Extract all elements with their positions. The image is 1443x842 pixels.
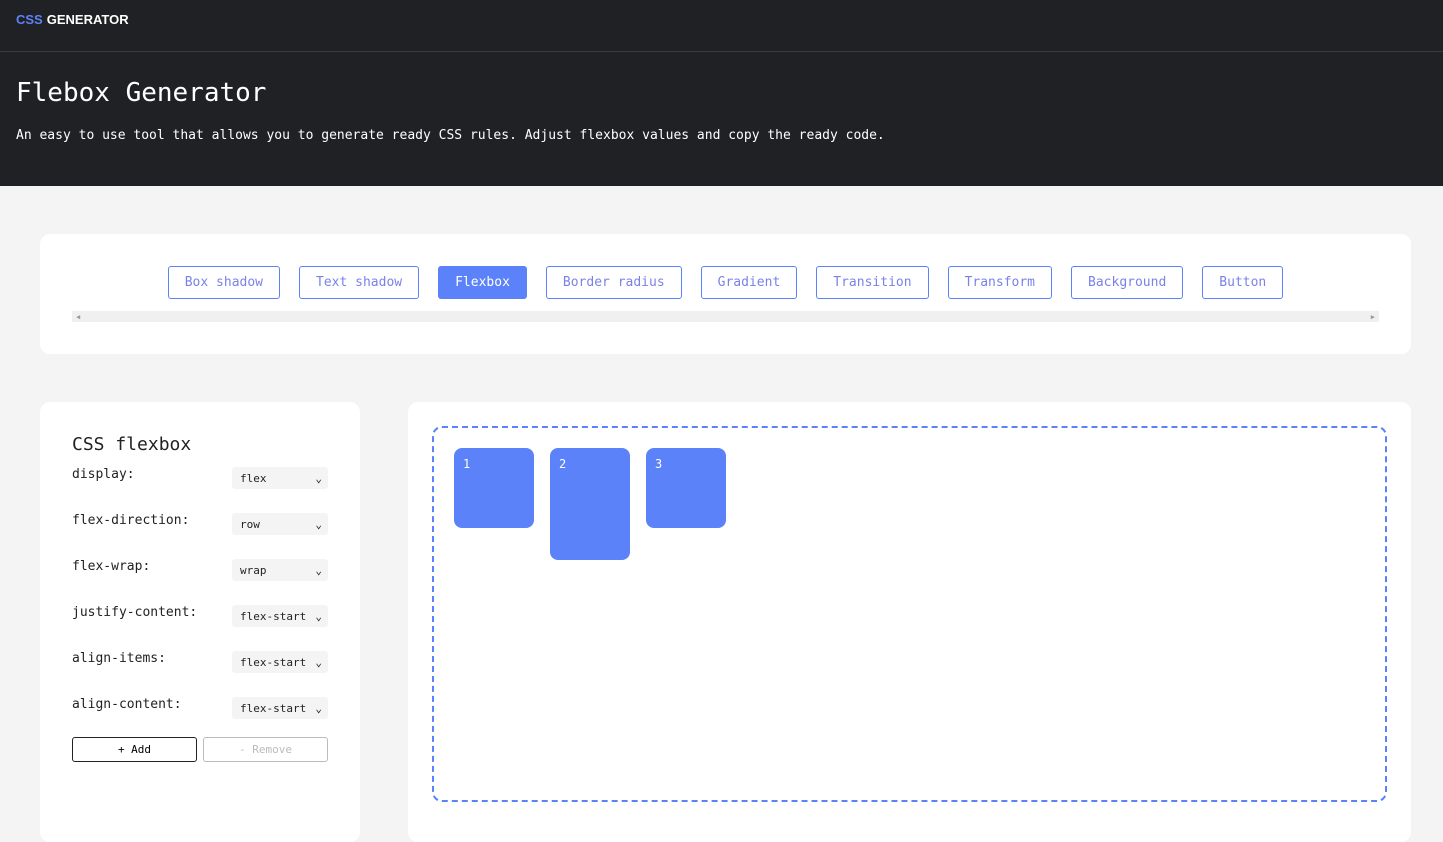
hero: Flebox Generator An easy to use tool tha…	[0, 52, 1443, 186]
brand-accent[interactable]: CSS	[16, 12, 43, 27]
tab-button[interactable]: Button	[1202, 266, 1284, 299]
preview-panel: 1 2 3	[408, 402, 1411, 842]
page-subtitle: An easy to use tool that allows you to g…	[16, 128, 885, 143]
tab-gradient[interactable]: Gradient	[700, 266, 798, 299]
brand-name[interactable]: GENERATOR	[46, 12, 129, 27]
tab-box-shadow[interactable]: Box shadow	[167, 266, 281, 299]
tab-transition[interactable]: Transition	[816, 266, 929, 299]
prop-flex-direction: flex-direction: row ⌄	[72, 513, 328, 559]
prop-justify-content: justify-content: flex-start ⌄	[72, 605, 328, 651]
prop-display: display: flex ⌄	[72, 467, 328, 513]
scroll-right-icon[interactable]: ▶	[1370, 312, 1375, 321]
generator-tabs-card: Box shadow Text shadow Flexbox Border ra…	[40, 234, 1411, 354]
align-items-select[interactable]: flex-start ⌄	[232, 651, 328, 673]
align-content-select[interactable]: flex-start ⌄	[232, 697, 328, 719]
chevron-down-icon: ⌄	[315, 563, 322, 577]
prop-align-content: align-content: flex-start ⌄	[72, 697, 328, 743]
chevron-down-icon: ⌄	[315, 701, 322, 715]
flex-wrap-select[interactable]: wrap ⌄	[232, 559, 328, 581]
chevron-down-icon: ⌄	[315, 517, 322, 531]
prop-label: justify-content:	[72, 605, 198, 620]
tab-text-shadow[interactable]: Text shadow	[299, 266, 420, 299]
prop-flex-wrap: flex-wrap: wrap ⌄	[72, 559, 328, 605]
display-select[interactable]: flex ⌄	[232, 467, 328, 489]
justify-content-select[interactable]: flex-start ⌄	[232, 605, 328, 627]
chevron-down-icon: ⌄	[315, 655, 322, 669]
prop-label: display:	[72, 467, 135, 482]
prop-label: align-content:	[72, 697, 182, 712]
remove-item-button[interactable]: - Remove	[203, 737, 328, 762]
flex-item: 1	[454, 448, 534, 528]
prop-label: flex-wrap:	[72, 559, 151, 574]
tab-transform[interactable]: Transform	[947, 266, 1053, 299]
add-item-button[interactable]: + Add	[72, 737, 197, 762]
flex-direction-select[interactable]: row ⌄	[232, 513, 328, 535]
tab-background[interactable]: Background	[1071, 266, 1184, 299]
flex-item: 3	[646, 448, 726, 528]
chevron-down-icon: ⌄	[315, 471, 322, 485]
flex-container-preview: 1 2 3	[432, 426, 1387, 802]
prop-align-items: align-items: flex-start ⌄	[72, 651, 328, 697]
tab-border-radius[interactable]: Border radius	[545, 266, 682, 299]
top-bar: CSS GENERATOR	[0, 0, 1443, 52]
prop-label: flex-direction:	[72, 513, 190, 528]
flex-item: 2	[550, 448, 630, 560]
chevron-down-icon: ⌄	[315, 609, 322, 623]
horizontal-scrollbar[interactable]: ◀ ▶	[72, 311, 1379, 322]
prop-label: align-items:	[72, 651, 166, 666]
flexbox-controls-panel: CSS flexbox display: flex ⌄ flex-direction…	[40, 402, 360, 842]
tab-flexbox[interactable]: Flexbox	[438, 266, 527, 299]
scroll-left-icon[interactable]: ◀	[76, 312, 81, 321]
page-title: Flebox Generator	[16, 78, 267, 108]
panel-title: CSS flexbox	[72, 434, 192, 455]
